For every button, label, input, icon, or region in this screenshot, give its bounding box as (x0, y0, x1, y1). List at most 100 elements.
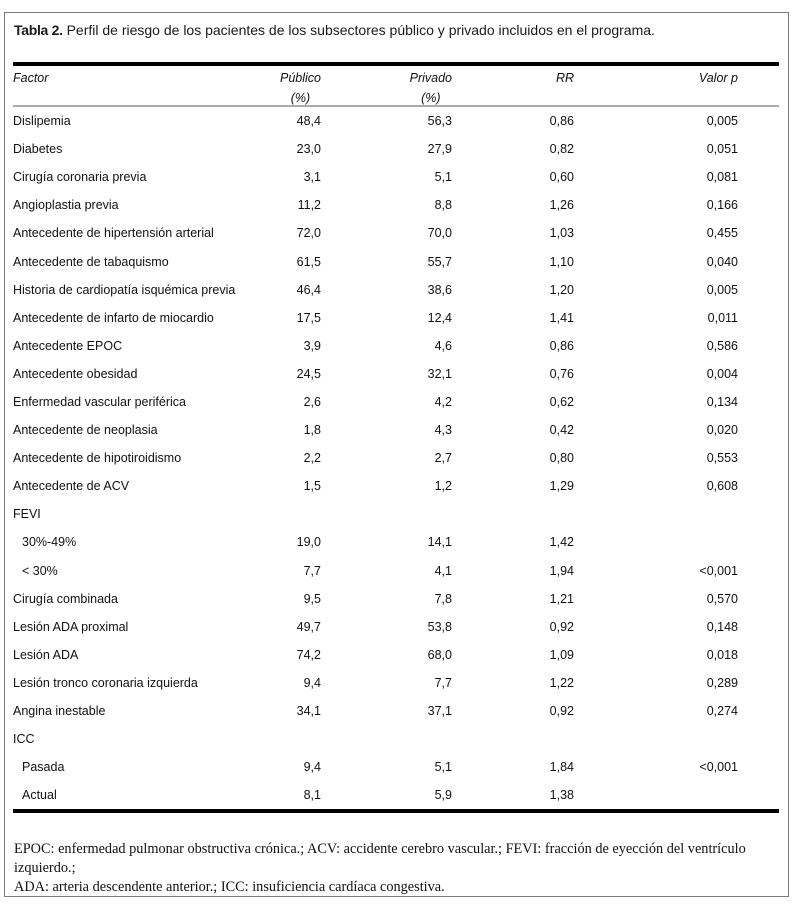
cell-valor-p: 0,020 (706, 423, 738, 438)
cell-publico: 61,5 (296, 254, 321, 269)
cell-rr: 1,10 (549, 254, 574, 269)
table-row: Actual 8,1 5,9 1,38 (13, 781, 779, 809)
cell-factor: Antecedente de hipertensión arterial (13, 226, 214, 241)
cell-factor: Lesión ADA proximal (13, 619, 129, 634)
cell-valor-p: 0,005 (706, 114, 738, 129)
table-body: Dislipemia 48,4 56,3 0,86 0,005 Diabetes… (13, 107, 779, 814)
table-row: Cirugía coronaria previa 3,1 5,1 0,60 0,… (13, 163, 779, 191)
cell-publico: 46,4 (296, 282, 321, 297)
table-row: Antecedente de hipotiroidismo 2,2 2,7 0,… (13, 444, 779, 472)
cell-factor: Cirugía coronaria previa (13, 170, 147, 185)
cell-publico: 3,9 (303, 338, 321, 353)
cell-publico: 49,7 (296, 619, 321, 634)
cell-rr: 1,20 (549, 282, 574, 297)
cell-factor: Antecedente de infarto de miocardio (13, 310, 214, 325)
table-row: 30%-49% 19,0 14,1 1,42 (13, 528, 779, 556)
table-row: Angina inestable 34,1 37,1 0,92 0,274 (13, 697, 779, 725)
cell-privado: 56,3 (427, 114, 452, 129)
table-figure: Tabla 2. Perfil de riesgo de los pacient… (4, 12, 789, 897)
cell-privado: 4,1 (434, 563, 452, 578)
table-row: Cirugía combinada 9,5 7,8 1,21 0,570 (13, 585, 779, 613)
cell-factor: Angioplastia previa (13, 198, 119, 213)
table-row: Lesión ADA proximal 49,7 53,8 0,92 0,148 (13, 613, 779, 641)
cell-privado: 27,9 (427, 142, 452, 157)
cell-valor-p: 0,040 (706, 254, 738, 269)
column-header-valor-p: Valor p (698, 71, 738, 85)
cell-factor: Antecedente de neoplasia (13, 423, 158, 438)
cell-privado: 32,1 (427, 366, 452, 381)
cell-privado: 4,3 (434, 423, 452, 438)
cell-publico: 7,7 (303, 563, 321, 578)
table-row: Diabetes 23,0 27,9 0,82 0,051 (13, 135, 779, 163)
table-row: Lesión ADA 74,2 68,0 1,09 0,018 (13, 641, 779, 669)
cell-factor: Dislipemia (13, 114, 71, 129)
cell-valor-p: 0,553 (706, 451, 738, 466)
cell-factor: Antecedente de tabaquismo (13, 254, 169, 269)
cell-factor: Antecedente de ACV (13, 479, 130, 494)
cell-valor-p: 0,018 (706, 647, 738, 662)
cell-factor: ICC (13, 732, 35, 747)
cell-privado: 7,8 (434, 591, 452, 606)
risk-table: Factor Público (%) Privado (%) RR (13, 62, 779, 814)
table-row: ICC (13, 725, 779, 753)
cell-publico: 11,2 (297, 198, 321, 213)
cell-valor-p: 0,004 (706, 366, 738, 381)
cell-publico: 17,5 (296, 310, 321, 325)
cell-rr: 0,42 (549, 423, 574, 438)
column-header-factor: Factor (13, 71, 49, 85)
cell-publico: 19,0 (296, 535, 321, 550)
cell-publico: 3,1 (303, 170, 321, 185)
cell-valor-p: 0,586 (706, 338, 738, 353)
cell-factor: Diabetes (13, 142, 63, 157)
cell-privado: 2,7 (434, 451, 452, 466)
cell-privado: 55,7 (427, 254, 452, 269)
cell-privado: 37,1 (427, 704, 452, 719)
table-row: FEVI (13, 500, 779, 528)
cell-publico: 24,5 (296, 366, 321, 381)
cell-publico: 1,8 (303, 423, 321, 438)
cell-rr: 1,21 (549, 591, 574, 606)
footnote-line-1: EPOC: enfermedad pulmonar obstructiva cr… (14, 841, 746, 877)
footnote-line-2: ADA: arteria descendente anterior.; ICC:… (14, 879, 445, 896)
table-footnote: EPOC: enfermedad pulmonar obstructiva cr… (14, 840, 778, 897)
cell-factor: < 30% (22, 563, 58, 578)
table-row: Dislipemia 48,4 56,3 0,86 0,005 (13, 107, 779, 135)
cell-publico: 2,6 (303, 394, 321, 409)
cell-valor-p: 0,148 (706, 619, 738, 634)
cell-valor-p: 0,166 (706, 198, 738, 213)
cell-rr: 0,76 (549, 366, 574, 381)
cell-privado: 8,8 (434, 198, 452, 213)
table-row: < 30% 7,7 4,1 1,94 <0,001 (13, 557, 779, 585)
cell-factor: Cirugía combinada (13, 591, 118, 606)
cell-rr: 1,41 (549, 310, 574, 325)
cell-rr: 1,09 (549, 647, 574, 662)
cell-publico: 9,4 (303, 675, 321, 690)
cell-rr: 1,84 (549, 760, 574, 775)
cell-privado: 70,0 (427, 226, 452, 241)
cell-publico: 48,4 (296, 114, 321, 129)
cell-valor-p: 0,570 (706, 591, 738, 606)
cell-factor: Angina inestable (13, 704, 106, 719)
cell-valor-p: 0,608 (706, 479, 738, 494)
cell-valor-p: 0,455 (706, 226, 738, 241)
cell-publico: 1,5 (303, 479, 321, 494)
cell-rr: 0,86 (549, 114, 574, 129)
cell-publico: 23,0 (296, 142, 321, 157)
cell-factor: Historia de cardiopatía isquémica previa (13, 282, 236, 297)
cell-privado: 5,1 (434, 760, 452, 775)
cell-rr: 1,03 (549, 226, 574, 241)
cell-privado: 12,4 (427, 310, 452, 325)
cell-valor-p: 0,081 (706, 170, 738, 185)
cell-rr: 1,38 (549, 788, 574, 803)
table-row: Antecedente de ACV 1,5 1,2 1,29 0,608 (13, 472, 779, 500)
cell-rr: 1,42 (549, 535, 574, 550)
cell-valor-p: 0,011 (707, 310, 738, 325)
cell-rr: 0,62 (549, 394, 574, 409)
cell-factor: Pasada (22, 760, 65, 775)
cell-privado: 4,2 (434, 394, 452, 409)
cell-valor-p: 0,274 (706, 704, 738, 719)
table-row: Enfermedad vascular periférica 2,6 4,2 0… (13, 388, 779, 416)
cell-factor: Antecedente de hipotiroidismo (13, 451, 182, 466)
cell-factor: Antecedente EPOC (13, 338, 123, 353)
table-row: Pasada 9,4 5,1 1,84 <0,001 (13, 753, 779, 781)
